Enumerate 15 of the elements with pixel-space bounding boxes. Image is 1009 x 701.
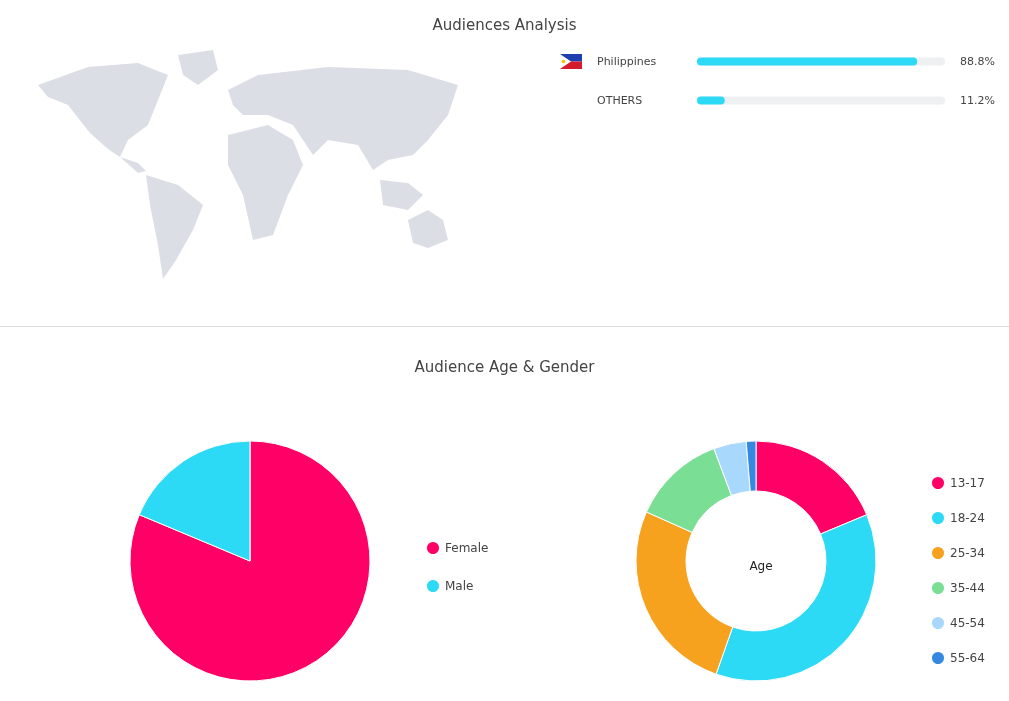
legend-label: 13-17 bbox=[950, 476, 985, 490]
text: Age bbox=[749, 559, 773, 573]
y-tick-label: Philippines bbox=[597, 55, 657, 68]
data-label: 88.8% bbox=[960, 55, 995, 68]
chart-title: Audience Age & Gender bbox=[414, 357, 596, 376]
legend-label: Female bbox=[445, 541, 489, 555]
legend-label: 18-24 bbox=[950, 511, 985, 525]
y-tick-label: OTHERS bbox=[597, 94, 643, 107]
legend-label: 25-34 bbox=[950, 546, 985, 560]
text: Audiences Analysis bbox=[432, 15, 577, 34]
legend-label: 45-54 bbox=[950, 616, 985, 630]
legend-label: 55-64 bbox=[950, 651, 985, 665]
data-label: 11.2% bbox=[960, 94, 995, 107]
legend-label: 35-44 bbox=[950, 581, 985, 595]
legend-label: Male bbox=[445, 579, 474, 593]
